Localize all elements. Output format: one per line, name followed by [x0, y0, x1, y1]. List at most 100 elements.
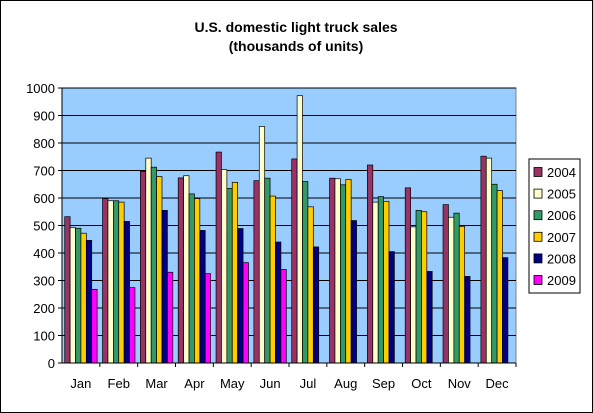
bar-2006-Jan — [75, 227, 82, 364]
bar-2004-Dec — [480, 155, 487, 364]
bar-2006-Feb — [112, 200, 120, 364]
legend — [528, 158, 581, 294]
bar-2004-May — [215, 151, 222, 364]
chart-subtitle: (thousands of units) — [229, 38, 364, 54]
bar-2007-Jun — [269, 195, 276, 364]
bar-2005-Jul — [296, 95, 303, 364]
bar-2008-Sep — [388, 251, 395, 364]
bar-2008-Nov — [464, 276, 471, 364]
legend-label-2004: 2004 — [547, 165, 576, 180]
bar-2005-Dec — [485, 157, 493, 364]
bar-2009-Jan — [91, 288, 98, 364]
bar-2004-Jun — [253, 180, 260, 364]
bar-2008-Aug — [350, 220, 357, 364]
bar-2004-Jul — [291, 158, 298, 364]
bar-2005-Sep — [372, 201, 379, 364]
bar-2008-Jun — [275, 241, 282, 364]
bar-2004-Sep — [367, 164, 374, 364]
y-tick-label: 300 — [33, 274, 55, 289]
x-tick-label: Sep — [372, 376, 395, 391]
y-tick-label: 500 — [33, 219, 55, 234]
y-tick-label: 600 — [33, 191, 55, 206]
gridlines — [62, 87, 516, 336]
bar-2006-Oct — [415, 210, 422, 364]
bar-2005-Nov — [448, 216, 455, 364]
legend-swatch-2008 — [533, 253, 543, 264]
legend-label-2006: 2006 — [547, 208, 576, 223]
chart-title: U.S. domestic light truck sales — [194, 19, 397, 35]
bar-2008-Apr — [199, 230, 206, 364]
bar-2007-Feb — [118, 201, 125, 364]
bar-2005-May — [221, 169, 228, 364]
bar-2006-Nov — [453, 212, 460, 364]
bar-2004-Jan — [64, 216, 71, 364]
x-tick-label: Mar — [145, 376, 168, 391]
bar-2009-Jun — [280, 269, 287, 364]
bar-2005-Jun — [258, 126, 266, 364]
bar-2007-Dec — [496, 190, 503, 364]
y-tick-label: 1000 — [26, 81, 55, 96]
bar-2005-Oct — [410, 226, 417, 364]
legend-items: 2004 2005 2006 2007 2008 2009 — [533, 165, 576, 288]
bar-2004-Aug — [329, 177, 336, 364]
y-tick-label: 0 — [48, 356, 55, 371]
y-tick-label: 700 — [33, 164, 55, 179]
x-tick-label: Oct — [411, 376, 432, 391]
bar-2008-Dec — [502, 257, 509, 364]
y-tick-label: 200 — [33, 301, 55, 316]
x-tick-label: Jan — [70, 376, 91, 391]
legend-swatch-2004 — [533, 167, 543, 177]
x-tick-label: Feb — [108, 376, 130, 391]
bar-2008-Jan — [85, 240, 93, 364]
bars — [64, 95, 509, 364]
legend-label-2008: 2008 — [547, 251, 576, 266]
bar-2005-Apr — [183, 175, 190, 364]
bar-2007-Oct — [421, 211, 428, 364]
x-tick-label: Nov — [448, 376, 472, 391]
y-axis-ticks: 0 100 200 300 400 500 600 700 800 900 1000 — [26, 81, 62, 371]
x-tick-label: Aug — [334, 376, 357, 391]
bar-2007-Nov — [458, 225, 466, 364]
bar-2008-Oct — [426, 271, 433, 364]
bar-2006-Mar — [150, 166, 157, 364]
bar-2006-Sep — [377, 196, 384, 364]
bar-2007-May — [231, 181, 239, 364]
legend-swatch-2009 — [533, 275, 543, 285]
legend-swatch-2007 — [533, 231, 543, 242]
bar-2007-Sep — [383, 200, 390, 364]
legend-swatch-2006 — [533, 210, 543, 221]
bar-2009-May — [242, 262, 249, 364]
y-tick-label: 100 — [33, 329, 55, 344]
x-tick-label: Apr — [184, 376, 205, 391]
x-tick-label: Jun — [260, 376, 281, 391]
x-axis-ticks: Jan Feb Mar Apr May Jun Jul Aug Sep Oct Nov Dec — [70, 363, 517, 391]
bar-2005-Mar — [145, 157, 152, 364]
bar-2007-Apr — [194, 198, 201, 364]
y-tick-label: 400 — [33, 246, 55, 261]
legend-swatch-2005 — [533, 188, 543, 199]
bar-2006-Apr — [188, 193, 195, 364]
bar-2007-Jan — [80, 232, 87, 364]
y-tick-label: 800 — [33, 136, 55, 151]
bar-2004-Nov — [442, 204, 449, 364]
bar-2005-Jan — [69, 227, 76, 364]
bar-2006-Aug — [340, 184, 347, 364]
bar-2008-Jul — [312, 246, 320, 364]
bar-2006-Dec — [491, 183, 498, 364]
bar-2006-Jul — [302, 181, 309, 364]
bar-2005-Feb — [107, 200, 114, 364]
bar-2007-Aug — [345, 179, 352, 364]
bar-2004-Apr — [177, 177, 184, 364]
bar-2004-Feb — [102, 198, 109, 364]
bar-2005-Aug — [334, 178, 341, 364]
bar-2008-Feb — [123, 221, 130, 364]
bar-2006-May — [226, 188, 233, 364]
legend-label-2009: 2009 — [547, 273, 576, 288]
x-tick-label: May — [220, 376, 245, 391]
bar-2006-Jun — [264, 177, 271, 364]
bar-2009-Feb — [129, 287, 136, 364]
legend-label-2005: 2005 — [547, 187, 576, 202]
x-tick-label: Jul — [300, 376, 317, 391]
legend-label-2007: 2007 — [547, 230, 576, 245]
x-tick-label: Dec — [486, 376, 510, 391]
